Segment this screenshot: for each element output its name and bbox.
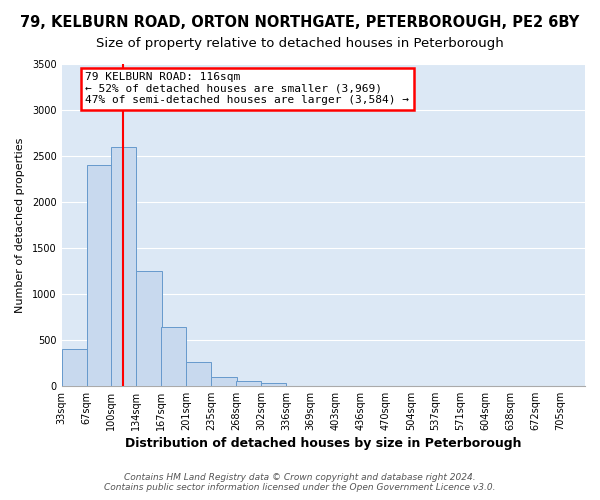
Bar [236, 381, 261, 386]
Bar [111, 147, 136, 386]
Bar [186, 362, 211, 386]
Text: 79, KELBURN ROAD, ORTON NORTHGATE, PETERBOROUGH, PE2 6BY: 79, KELBURN ROAD, ORTON NORTHGATE, PETER… [20, 15, 580, 30]
Bar [261, 383, 286, 386]
Text: Size of property relative to detached houses in Peterborough: Size of property relative to detached ho… [96, 38, 504, 51]
Bar [62, 349, 87, 386]
Bar [161, 327, 186, 386]
Bar [87, 165, 112, 386]
Text: Contains HM Land Registry data © Crown copyright and database right 2024.
Contai: Contains HM Land Registry data © Crown c… [104, 473, 496, 492]
Bar [136, 271, 161, 386]
X-axis label: Distribution of detached houses by size in Peterborough: Distribution of detached houses by size … [125, 437, 521, 450]
Text: 79 KELBURN ROAD: 116sqm
← 52% of detached houses are smaller (3,969)
47% of semi: 79 KELBURN ROAD: 116sqm ← 52% of detache… [85, 72, 409, 105]
Y-axis label: Number of detached properties: Number of detached properties [15, 137, 25, 312]
Bar [211, 376, 236, 386]
